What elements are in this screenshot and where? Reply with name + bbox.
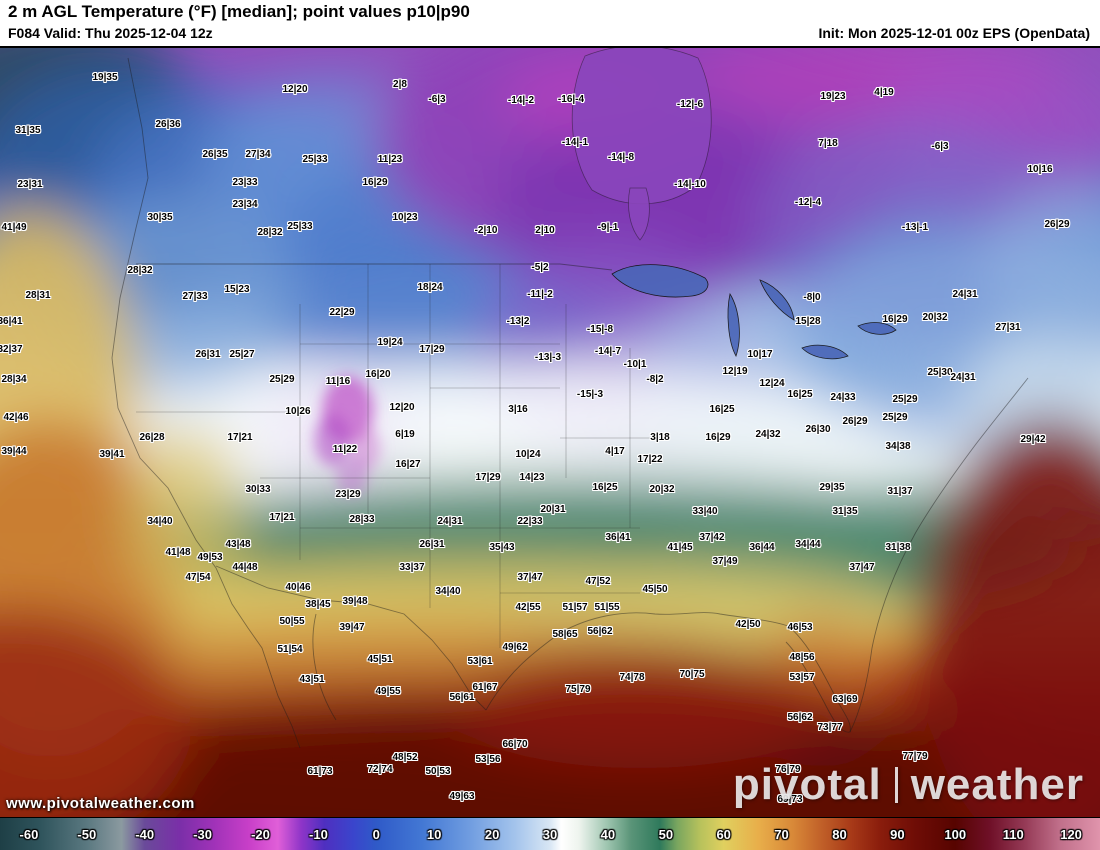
colorbar-tick: -60 (19, 827, 39, 842)
colorbar-ticks: -60 -50 -40 -30 -20 -10 0 10 20 30 40 50 60 70 80 90 100… (0, 818, 1100, 850)
colorbar-gradient (0, 818, 1100, 850)
colorbar-tick: 80 (832, 827, 847, 842)
init-time: Init: Mon 2025-12-01 00z EPS (OpenData) (818, 25, 1090, 41)
colorbar: -60 -50 -40 -30 -20 -10 0 10 20 30 40 50 60 70 80 90 100… (0, 817, 1100, 850)
logo-word-pivotal: pivotal (732, 760, 882, 809)
colorbar-tick: 30 (542, 827, 558, 842)
state-lines (136, 264, 660, 648)
map-canvas (0, 46, 1100, 820)
colorbar-tick: 0 (372, 827, 380, 842)
colorbar-tick: 20 (484, 827, 500, 842)
logo-divider (894, 767, 898, 803)
temperature-field-art (0, 48, 1100, 820)
colorbar-tick: 10 (426, 827, 442, 842)
logo-word-weather: weather (910, 760, 1084, 809)
colorbar-tick: 90 (890, 827, 905, 842)
colorbar-tick: -50 (77, 827, 97, 842)
colorbar-tick: 110 (1002, 827, 1024, 842)
colorbar-tick: -40 (135, 827, 155, 842)
colorbar-tick: -10 (309, 827, 328, 842)
colorbar-tick: 60 (716, 827, 731, 842)
colorbar-tick: 70 (774, 827, 789, 842)
map-title: 2 m AGL Temperature (°F) [median]; point… (8, 2, 470, 21)
colorbar-tick: 100 (944, 827, 967, 842)
border-lines (111, 57, 1029, 749)
colorbar-tick: -20 (251, 827, 270, 842)
hudson-bay-shape (571, 48, 712, 241)
pivotal-weather-logo: pivotal weather (733, 760, 1084, 810)
header: 2 m AGL Temperature (°F) [median]; point… (0, 0, 1100, 46)
colorbar-tick: 50 (658, 827, 674, 842)
colorbar-tick: 120 (1060, 827, 1082, 842)
great-lakes-shapes (611, 264, 897, 360)
colorbar-tick: 40 (600, 827, 616, 842)
colorbar-tick: -30 (193, 827, 213, 842)
valid-time: F084 Valid: Thu 2025-12-04 12z (8, 25, 213, 41)
watermark-url: www.pivotalweather.com (6, 795, 195, 812)
